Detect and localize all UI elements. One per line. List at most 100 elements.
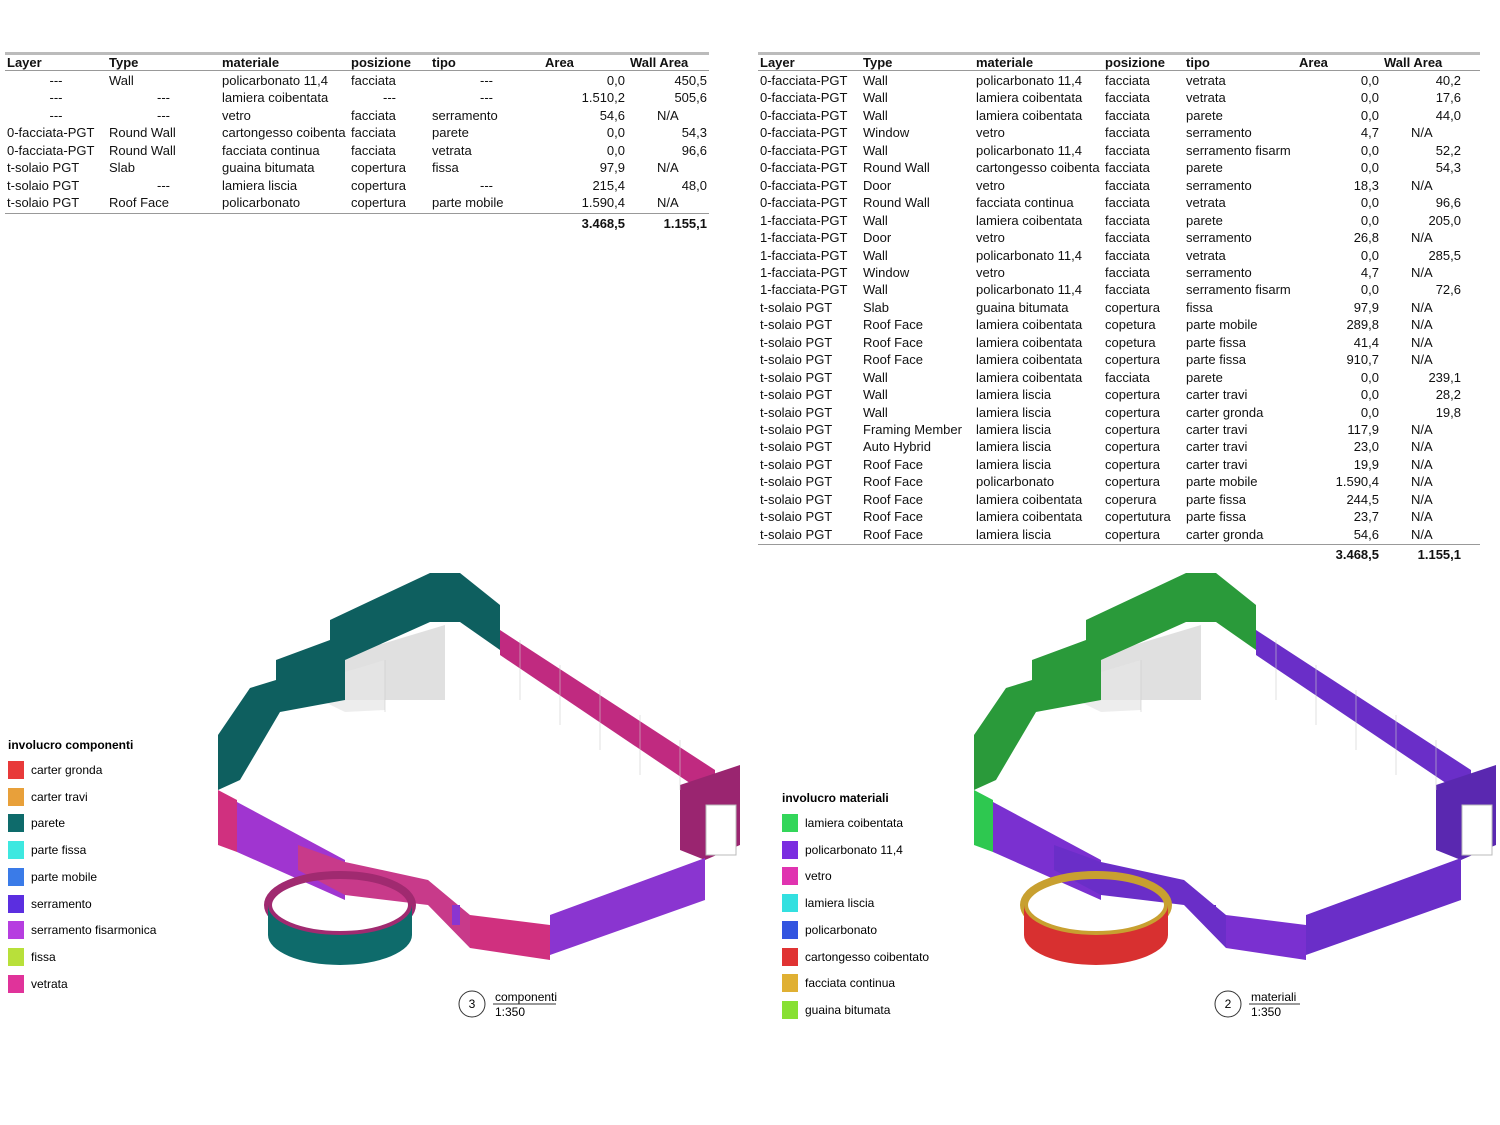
cell: 239,1	[1428, 369, 1461, 385]
legend-label: lamiera coibentata	[805, 816, 904, 830]
cell: parete	[1186, 107, 1223, 123]
cell: facciata	[351, 107, 396, 123]
cell: ---	[49, 107, 63, 123]
cell: 17,6	[1435, 90, 1461, 106]
cell: policarbonato 11,4	[976, 73, 1083, 88]
drawing-components	[218, 573, 740, 965]
drawing-materials	[974, 573, 1496, 965]
cell: t-solaio PGT	[760, 422, 833, 437]
cell: policarbonato 11,4	[222, 73, 329, 88]
legend-swatch	[782, 974, 798, 993]
cell: serramento	[1186, 230, 1252, 246]
cell: 0,0	[606, 142, 625, 158]
cell: t-solaio PGT	[760, 456, 833, 472]
legend-swatch	[8, 841, 24, 860]
cell: 0-facciata-PGT	[760, 177, 848, 193]
cell: 48,0	[681, 177, 707, 193]
column-header: Wall Area	[630, 55, 689, 70]
cell: Round Wall	[109, 142, 176, 158]
cell: facciata	[1105, 142, 1150, 158]
cell: policarbonato	[222, 195, 301, 211]
totals-rule	[758, 544, 1480, 546]
cell: Roof Face	[863, 352, 923, 368]
cell: copertura	[1105, 526, 1160, 542]
cell: vetrata	[1186, 195, 1226, 211]
cell: 215,4	[592, 177, 625, 193]
cell: t-solaio PGT	[760, 299, 833, 315]
cell: Roof Face	[863, 509, 923, 525]
cell: copertura	[1105, 474, 1160, 490]
cell: lamiera liscia	[222, 177, 298, 193]
cell: serramento	[1186, 125, 1252, 141]
cell: lamiera liscia	[976, 387, 1052, 403]
legend-swatch	[8, 761, 24, 779]
cell: Roof Face	[863, 456, 923, 472]
legend-swatch	[782, 947, 798, 966]
cell: Roof Face	[863, 526, 923, 542]
cell: t-solaio PGT	[7, 177, 80, 193]
cell: copertura	[1105, 352, 1160, 368]
cell: 54,6	[1353, 526, 1379, 542]
column-header: tipo	[432, 55, 456, 70]
cell: 505,6	[674, 90, 707, 106]
cell: 1-facciata-PGT	[760, 264, 848, 280]
cell: 0,0	[1360, 387, 1379, 403]
legend-swatch	[8, 974, 24, 993]
cell: cartongesso coibenta	[976, 160, 1100, 176]
cell: Window	[863, 264, 910, 280]
cell: N/A	[1411, 474, 1433, 490]
cell: 44,0	[1435, 107, 1461, 123]
cell: t-solaio PGT	[760, 491, 833, 507]
cell: 0,0	[606, 125, 625, 141]
cell: parte fissa	[1186, 509, 1246, 525]
cell: Roof Face	[109, 195, 169, 211]
cell: ---	[157, 107, 170, 123]
cell: 97,9	[599, 160, 625, 176]
column-header: tipo	[1186, 55, 1210, 70]
cell: Wall	[863, 90, 888, 106]
cell: facciata	[1105, 230, 1150, 246]
cell: Slab	[863, 299, 890, 315]
legend-swatch	[782, 920, 798, 939]
cell: facciata continua	[222, 142, 320, 158]
cell: 19,8	[1435, 404, 1461, 420]
cell: copertura	[1105, 299, 1160, 315]
cell: lamiera coibentata	[976, 317, 1083, 333]
legend-swatch	[782, 867, 798, 886]
cell: 54,3	[681, 125, 707, 141]
cell: lamiera coibentata	[976, 352, 1083, 368]
cell: policarbonato 11,4	[976, 247, 1083, 263]
cell: Window	[863, 125, 910, 141]
cell: 0-facciata-PGT	[760, 107, 848, 123]
cell: 1-facciata-PGT	[760, 247, 848, 263]
cell: 19,9	[1353, 456, 1379, 472]
cell: Roof Face	[863, 474, 923, 490]
cell: vetro	[976, 125, 1005, 141]
cell: 0-facciata-PGT	[760, 195, 848, 211]
cell: facciata	[1105, 177, 1150, 193]
cell: facciata	[351, 125, 396, 141]
cell: t-solaio PGT	[760, 474, 833, 490]
cell: facciata	[1105, 125, 1150, 141]
cell: facciata	[351, 142, 396, 158]
cell: copertura	[1105, 456, 1160, 472]
cell: 0-facciata-PGT	[7, 125, 95, 141]
cell: 0,0	[1360, 107, 1379, 123]
cell: Roof Face	[863, 491, 923, 507]
cell: 54,6	[599, 107, 625, 123]
cell: 1-facciata-PGT	[760, 282, 848, 298]
legend-swatch	[782, 840, 798, 859]
cell: carter travi	[1186, 422, 1248, 437]
header-bar	[758, 52, 1480, 55]
cell: lamiera coibentata	[976, 107, 1083, 123]
cell: 54,3	[1435, 160, 1461, 176]
cell: vetrata	[432, 142, 472, 158]
cell: 0-facciata-PGT	[760, 125, 848, 141]
cell: 97,9	[1353, 299, 1379, 315]
cell: 40,2	[1435, 73, 1461, 88]
cell: 244,5	[1346, 491, 1379, 507]
cell: t-solaio PGT	[760, 334, 833, 350]
cell: Wall	[863, 387, 888, 403]
cell: N/A	[1411, 422, 1433, 437]
